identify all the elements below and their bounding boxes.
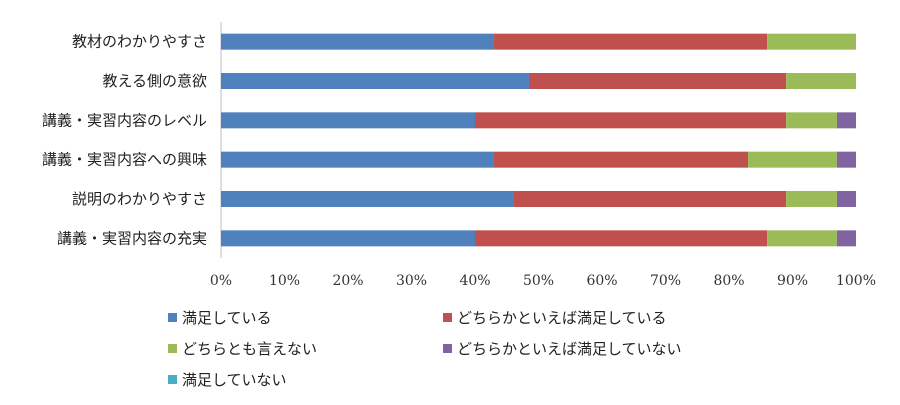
x-tick-label: 70%	[650, 273, 681, 289]
category-label: 教材のわかりやすさ	[72, 33, 207, 51]
bar-segment	[748, 151, 837, 168]
bar-segment	[767, 230, 837, 247]
bar-segment	[221, 112, 475, 129]
bar-segment	[836, 112, 856, 129]
bar-segment	[221, 33, 495, 50]
legend-label: 満足していない	[182, 371, 287, 389]
bar-segment	[475, 112, 787, 129]
category-label: 講義・実習内容の充実	[57, 229, 207, 247]
legend-label: 満足している	[182, 309, 272, 327]
x-tick-label: 100%	[836, 273, 876, 289]
bar-segment	[786, 191, 837, 207]
bar-segment	[767, 33, 856, 50]
legend-swatch	[443, 344, 452, 353]
bar-segment	[221, 73, 529, 89]
legend-label: どちらかといえば満足していない	[457, 340, 682, 358]
category-label: 講義・実習内容への興味	[42, 151, 207, 169]
bar-segment	[494, 33, 768, 50]
bar-segment	[494, 151, 749, 168]
x-tick-label: 20%	[332, 273, 363, 289]
legend-swatch	[168, 313, 177, 322]
bar-segment	[786, 73, 856, 89]
bar-segment	[221, 151, 495, 168]
bar-segment	[836, 191, 856, 207]
x-tick-label: 40%	[459, 273, 490, 289]
x-tick-label: 0%	[210, 273, 232, 289]
legend-label: どちらかといえば満足している	[457, 309, 667, 327]
bar-segment	[528, 73, 787, 89]
x-tick-label: 90%	[777, 273, 808, 289]
bar-segment	[513, 191, 787, 207]
category-label: 講義・実習内容のレベル	[42, 111, 207, 129]
bar-segment	[836, 230, 856, 247]
category-label: 教える側の意欲	[102, 72, 207, 90]
x-tick-label: 30%	[396, 273, 427, 289]
legend-swatch	[443, 313, 452, 322]
bar-segment	[475, 230, 768, 247]
bar-segment	[786, 112, 837, 129]
x-tick-label: 10%	[269, 273, 300, 289]
x-tick-label: 60%	[586, 273, 617, 289]
legend-label: どちらとも言えない	[182, 340, 317, 358]
legend-swatch	[168, 344, 177, 353]
x-tick-label: 80%	[713, 273, 744, 289]
category-label: 説明のわかりやすさ	[72, 190, 207, 208]
legend-swatch	[168, 375, 177, 384]
bar-segment	[221, 230, 475, 247]
bar-segment	[221, 191, 514, 207]
x-tick-label: 50%	[523, 273, 554, 289]
bar-segment	[836, 151, 856, 168]
